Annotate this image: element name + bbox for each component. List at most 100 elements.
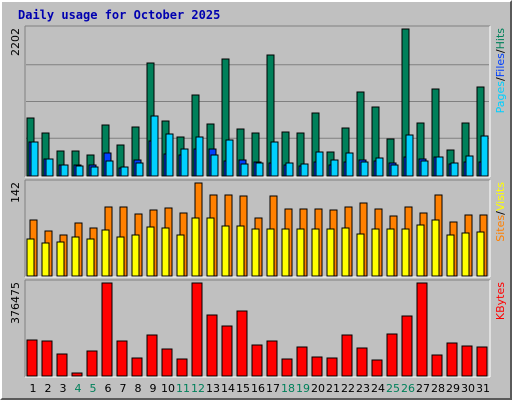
day-label: 3 — [60, 382, 67, 395]
bar-visits — [161, 227, 170, 277]
bar-pages — [195, 136, 204, 177]
day-label: 17 — [266, 382, 280, 395]
day-label: 24 — [371, 382, 385, 395]
day-label: 1 — [30, 382, 37, 395]
day-label: 22 — [341, 382, 355, 395]
panel-legend: Pages/Files/Hits — [494, 28, 507, 114]
day-label: 11 — [176, 382, 190, 395]
bar-pages — [315, 151, 324, 177]
bar-visits — [401, 228, 410, 277]
bar-visits — [266, 228, 275, 277]
legend-entry: Pages — [494, 81, 507, 114]
bar-kbytes — [341, 334, 353, 377]
bar-pages — [120, 166, 129, 177]
day-label: 26 — [401, 382, 415, 395]
bar-kbytes — [476, 346, 488, 377]
day-label: 2 — [45, 382, 52, 395]
bar-kbytes — [221, 325, 233, 377]
day-label: 9 — [150, 382, 157, 395]
bar-kbytes — [356, 347, 368, 377]
legend-entry: Visits — [494, 182, 507, 211]
chart-title: Daily usage for October 2025 — [18, 8, 221, 22]
day-label: 4 — [75, 382, 82, 395]
bar-visits — [386, 228, 395, 277]
bar-pages — [180, 148, 189, 177]
bar-kbytes — [266, 340, 278, 377]
bar-pages — [210, 154, 219, 177]
bar-kbytes — [161, 348, 173, 377]
bar-visits — [296, 228, 305, 277]
day-label: 19 — [296, 382, 310, 395]
legend-entry: / — [494, 77, 507, 81]
bar-visits — [26, 238, 35, 277]
bar-visits — [416, 224, 425, 277]
bar-pages — [420, 160, 429, 177]
day-label: 6 — [105, 382, 112, 395]
bar-pages — [360, 161, 369, 177]
legend-entry: KBytes — [494, 282, 507, 320]
bar-kbytes — [326, 357, 338, 377]
bar-visits — [236, 225, 245, 277]
day-label: 18 — [281, 382, 295, 395]
bar-kbytes — [71, 372, 83, 377]
legend-entry: Files — [494, 53, 507, 77]
bar-pages — [450, 162, 459, 177]
bar-visits — [446, 234, 455, 277]
day-label: 13 — [206, 382, 220, 395]
bar-pages — [330, 159, 339, 177]
bar-pages — [135, 162, 144, 177]
bar-kbytes — [236, 310, 248, 377]
bar-pages — [255, 162, 264, 177]
bar-visits — [431, 219, 440, 277]
bar-visits — [371, 228, 380, 277]
bar-kbytes — [86, 350, 98, 377]
bar-pages — [435, 156, 444, 177]
bar-visits — [71, 236, 80, 277]
bar-visits — [116, 236, 125, 277]
bar-pages — [405, 134, 414, 177]
day-label: 29 — [446, 382, 460, 395]
bar-visits — [281, 228, 290, 277]
day-label: 10 — [161, 382, 175, 395]
bar-kbytes — [401, 315, 413, 377]
bar-kbytes — [416, 282, 428, 377]
legend-entry: Hits — [494, 28, 507, 50]
panel-max-label: 142 — [9, 182, 22, 203]
bar-pages — [60, 164, 69, 177]
bar-kbytes — [26, 339, 38, 377]
bar-visits — [221, 225, 230, 277]
bar-pages — [285, 162, 294, 177]
bar-kbytes — [131, 357, 143, 377]
bar-kbytes — [296, 346, 308, 377]
bar-kbytes — [206, 314, 218, 377]
bar-kbytes — [431, 354, 443, 377]
legend-entry: Sites — [494, 215, 507, 242]
bar-kbytes — [446, 342, 458, 377]
bar-kbytes — [281, 358, 293, 377]
bar-pages — [240, 163, 249, 177]
day-label: 30 — [461, 382, 475, 395]
day-label: 23 — [356, 382, 370, 395]
bar-visits — [191, 217, 200, 277]
bar-visits — [341, 227, 350, 277]
bar-kbytes — [176, 358, 188, 377]
day-label: 5 — [90, 382, 97, 395]
bar-visits — [206, 217, 215, 277]
bar-pages — [105, 160, 114, 177]
day-label: 25 — [386, 382, 400, 395]
day-label: 15 — [236, 382, 250, 395]
bar-visits — [461, 232, 470, 277]
day-label: 28 — [431, 382, 445, 395]
bar-pages — [270, 141, 279, 177]
day-label: 16 — [251, 382, 265, 395]
bar-kbytes — [461, 345, 473, 377]
bar-pages — [150, 115, 159, 177]
bar-pages — [225, 139, 234, 177]
bar-pages — [375, 157, 384, 177]
bar-kbytes — [146, 334, 158, 377]
bar-visits — [41, 242, 50, 277]
bar-pages — [465, 155, 474, 177]
day-label: 14 — [221, 382, 235, 395]
bar-kbytes — [251, 344, 263, 377]
bar-visits — [131, 234, 140, 277]
